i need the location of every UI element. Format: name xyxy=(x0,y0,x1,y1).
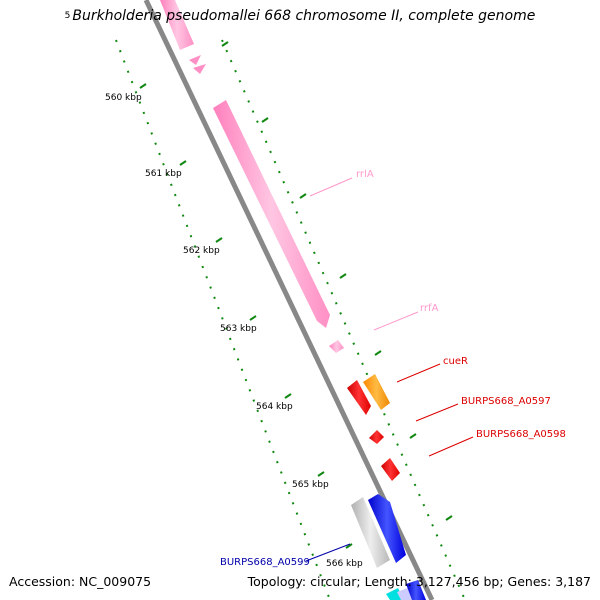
gene-BURPS668_A0598-arrow[interactable] xyxy=(369,430,400,481)
gene-label-cueR: cueR xyxy=(443,356,468,367)
gene-rrlA-upstream[interactable] xyxy=(160,0,206,74)
gene-label-BURPS668_A0597: BURPS668_A0597 xyxy=(461,396,551,407)
genome-summary-text: Topology: circular; Length: 3,127,456 bp… xyxy=(247,574,591,589)
leader-lines xyxy=(305,177,474,562)
kbp-label-562: 562 kbp xyxy=(183,246,220,256)
kbp-label-563: 563 kbp xyxy=(220,324,257,334)
gene-rrlA-arrow[interactable] xyxy=(213,100,330,328)
gene-BURPS668_A0599-arrow[interactable] xyxy=(351,494,406,568)
title-text: Burkholderia pseudomallei 668 chromosome… xyxy=(72,8,536,24)
gene-label-rrlA: rrlA xyxy=(356,169,374,180)
map-title: 5 Burkholderia pseudomallei 668 chromosom… xyxy=(0,8,600,24)
gene-bottom-fragments[interactable] xyxy=(386,580,426,600)
gene-label-BURPS668_A0598: BURPS668_A0598 xyxy=(476,429,566,440)
gene-cueR-arrow[interactable] xyxy=(363,374,390,410)
gene-label-rrfA: rrfA xyxy=(420,303,439,314)
kbp-label-565: 565 kbp xyxy=(292,480,329,490)
gene-rrfA-arrow[interactable] xyxy=(329,340,344,353)
kbp-label-564: 564 kbp xyxy=(256,402,293,412)
accession-text: Accession: NC_009075 xyxy=(9,574,152,589)
kbp-labels: 560 kbp 561 kbp 562 kbp 563 kbp 564 kbp … xyxy=(105,93,363,569)
gene-label-BURPS668_A0599: BURPS668_A0599 xyxy=(220,557,310,568)
gene-labels: rrlA rrfA cueR BURPS668_A0597 BURPS668_A… xyxy=(220,169,566,568)
outer-tick-track xyxy=(115,39,331,600)
title-prefix: 5 xyxy=(64,11,71,21)
major-tick-marks xyxy=(139,41,453,549)
kbp-label-561: 561 kbp xyxy=(145,169,182,179)
kbp-label-560: 560 kbp xyxy=(105,93,142,103)
kbp-label-566: 566 kbp xyxy=(326,559,363,569)
gene-BURPS668_A0597-arrow[interactable] xyxy=(347,380,371,415)
inner-tick-track xyxy=(221,39,466,600)
